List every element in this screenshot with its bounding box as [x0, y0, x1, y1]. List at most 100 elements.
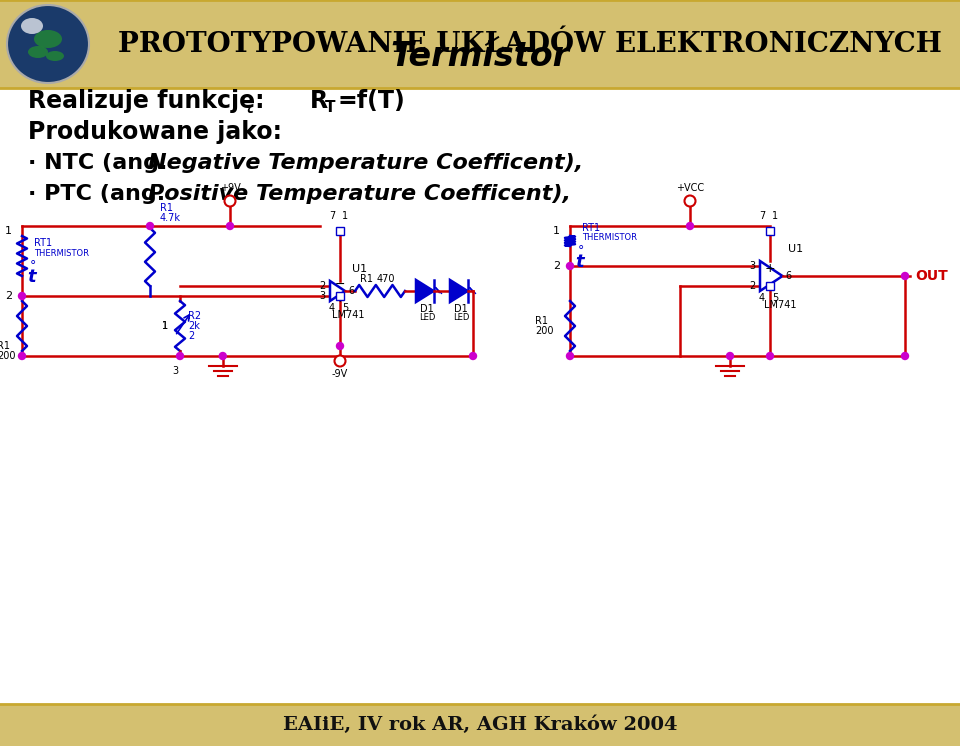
Text: 2k: 2k	[188, 321, 200, 331]
Text: U1: U1	[352, 264, 367, 274]
Polygon shape	[330, 281, 345, 301]
Text: 3: 3	[749, 261, 755, 271]
Circle shape	[684, 195, 695, 207]
Text: 1: 1	[5, 226, 12, 236]
Text: · PTC (ang.: · PTC (ang.	[28, 184, 173, 204]
Text: 200: 200	[0, 351, 15, 361]
Bar	[766, 282, 774, 290]
Text: THERMISTOR: THERMISTOR	[34, 248, 89, 257]
Text: OUT: OUT	[915, 269, 948, 283]
Circle shape	[147, 222, 154, 230]
Circle shape	[727, 353, 733, 360]
Text: 4.7k: 4.7k	[160, 213, 181, 223]
Text: Produkowane jako:: Produkowane jako:	[28, 120, 282, 144]
Polygon shape	[760, 261, 782, 291]
Text: 2: 2	[749, 281, 755, 291]
Text: R: R	[310, 89, 328, 113]
Text: 7: 7	[758, 211, 765, 221]
Text: EAIiE, IV rok AR, AGH Kraków 2004: EAIiE, IV rok AR, AGH Kraków 2004	[283, 715, 677, 734]
Circle shape	[469, 353, 476, 360]
Text: Positive Temperature Coefficent),: Positive Temperature Coefficent),	[148, 184, 571, 204]
Text: t: t	[27, 268, 36, 286]
Text: 1: 1	[772, 211, 779, 221]
Text: °: °	[30, 260, 36, 272]
Bar	[336, 227, 344, 235]
Text: LED: LED	[419, 313, 435, 322]
Text: =f(T): =f(T)	[337, 89, 405, 113]
Text: 3: 3	[172, 366, 178, 376]
Polygon shape	[416, 280, 434, 302]
Text: LED: LED	[453, 313, 469, 322]
Text: Realizuje funkcję:: Realizuje funkcję:	[28, 89, 265, 113]
Text: R1: R1	[160, 203, 173, 213]
Circle shape	[566, 353, 573, 360]
Ellipse shape	[21, 18, 43, 34]
Text: 1: 1	[553, 226, 560, 236]
Text: 3: 3	[319, 291, 325, 301]
Text: 1: 1	[162, 321, 168, 331]
Text: R1: R1	[535, 316, 548, 326]
Polygon shape	[450, 280, 468, 302]
Text: 2: 2	[319, 281, 325, 291]
Text: T: T	[325, 99, 335, 114]
Text: D1: D1	[454, 304, 468, 314]
Bar	[336, 292, 344, 300]
Text: 5: 5	[772, 293, 779, 303]
Ellipse shape	[7, 5, 89, 83]
Text: t: t	[575, 253, 584, 271]
Text: −: −	[335, 278, 346, 290]
Text: 470: 470	[377, 274, 396, 284]
Text: 6: 6	[785, 271, 792, 281]
Text: R2: R2	[188, 311, 202, 321]
Circle shape	[686, 222, 693, 230]
Text: 2: 2	[188, 331, 194, 341]
Text: PROTOTYPOWANIE UKŁADÓW ELEKTRONICZNYCH: PROTOTYPOWANIE UKŁADÓW ELEKTRONICZNYCH	[118, 31, 942, 57]
Text: Negative Temperature Coefficent),: Negative Temperature Coefficent),	[148, 153, 584, 173]
Circle shape	[18, 353, 26, 360]
Text: 7: 7	[328, 211, 335, 221]
Circle shape	[227, 222, 233, 230]
Circle shape	[566, 263, 573, 269]
Circle shape	[18, 292, 26, 299]
Text: R1: R1	[360, 274, 373, 284]
Text: +9V: +9V	[220, 183, 240, 193]
Text: 6: 6	[348, 286, 354, 296]
Text: +VCC: +VCC	[676, 183, 704, 193]
Circle shape	[177, 353, 183, 360]
Text: −: −	[765, 278, 776, 290]
Bar	[0, 704, 960, 746]
Ellipse shape	[46, 51, 64, 61]
Text: D1: D1	[420, 304, 434, 314]
Text: -9V: -9V	[332, 369, 348, 379]
Text: 1: 1	[162, 321, 168, 331]
Circle shape	[766, 353, 774, 360]
Circle shape	[901, 272, 908, 280]
Text: 4: 4	[758, 293, 765, 303]
Text: 1: 1	[342, 211, 348, 221]
Ellipse shape	[34, 30, 62, 48]
Text: THERMISTOR: THERMISTOR	[582, 233, 637, 242]
Bar	[0, 0, 960, 88]
Circle shape	[219, 353, 227, 360]
Circle shape	[225, 195, 235, 207]
Text: LM741: LM741	[764, 300, 796, 310]
Text: · NTC (ang.: · NTC (ang.	[28, 153, 175, 173]
Text: °: °	[578, 245, 585, 257]
Text: U1: U1	[788, 244, 804, 254]
Text: Termistor: Termistor	[391, 40, 569, 72]
Text: RT1: RT1	[34, 238, 52, 248]
Ellipse shape	[28, 46, 48, 58]
Text: 200: 200	[535, 326, 554, 336]
Text: 5: 5	[342, 303, 348, 313]
Circle shape	[337, 342, 344, 349]
Circle shape	[901, 353, 908, 360]
Text: 2: 2	[553, 261, 560, 271]
Text: RT1: RT1	[582, 223, 600, 233]
Text: 4: 4	[329, 303, 335, 313]
Text: R1: R1	[0, 341, 10, 351]
Bar	[766, 227, 774, 235]
Text: +: +	[335, 292, 346, 304]
Text: LM741: LM741	[332, 310, 364, 320]
Text: +: +	[765, 262, 776, 275]
Circle shape	[334, 356, 346, 366]
